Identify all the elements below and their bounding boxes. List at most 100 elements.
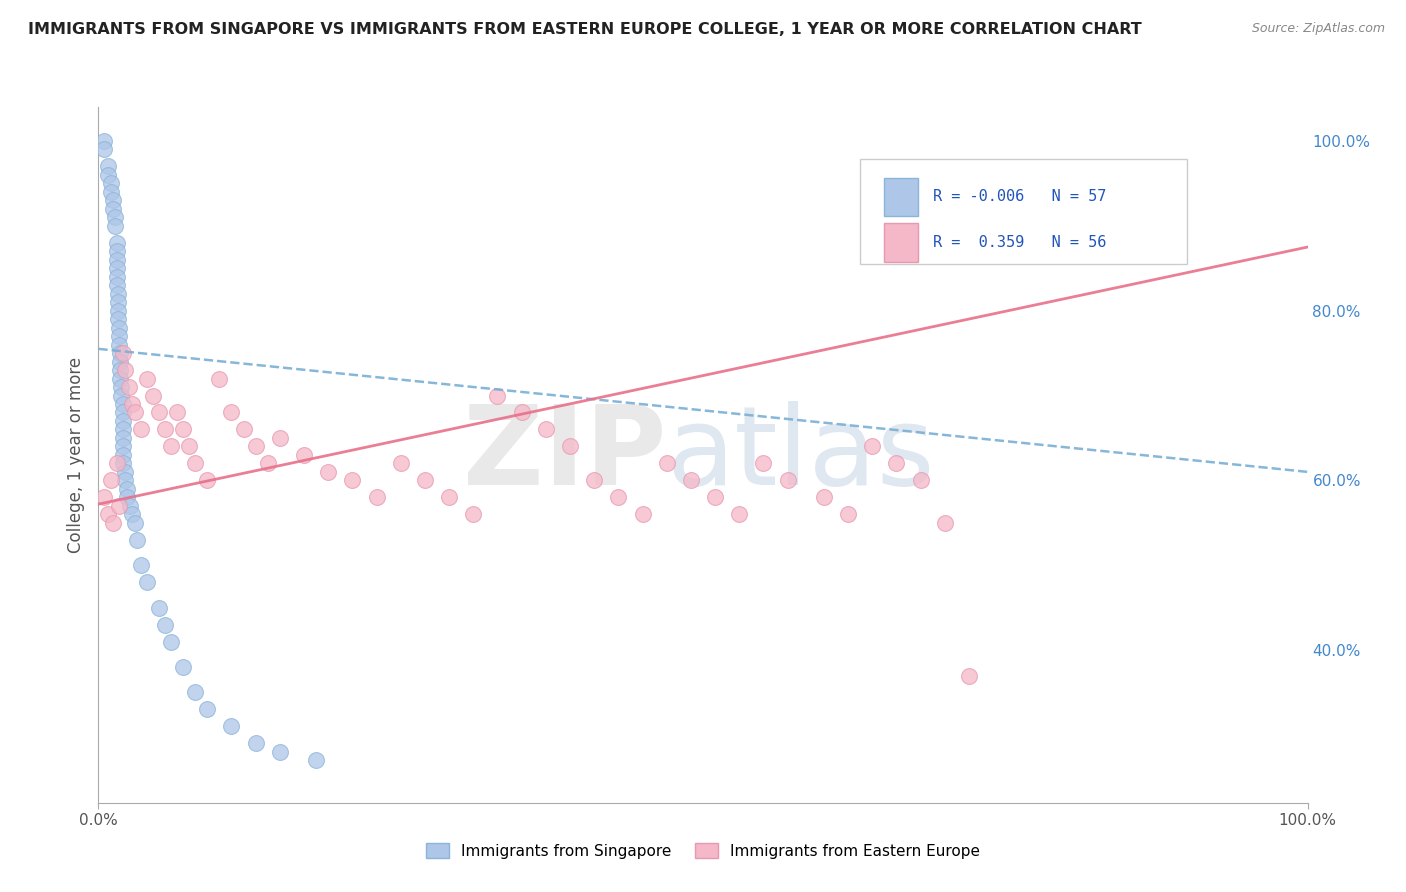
Point: [160, 634, 183, 648]
Point: [463, 508, 485, 522]
Point: [105, 261, 128, 276]
Point: [245, 736, 267, 750]
Point: [108, 371, 131, 385]
Point: [97, 160, 120, 174]
Point: [366, 491, 388, 505]
Point: [101, 194, 124, 208]
Point: [142, 388, 165, 402]
Point: [510, 405, 533, 419]
Point: [93, 143, 115, 157]
Point: [110, 388, 132, 402]
Point: [93, 134, 115, 148]
Point: [860, 439, 883, 453]
Point: [886, 457, 908, 471]
Point: [121, 508, 143, 522]
Point: [107, 286, 129, 301]
Point: [110, 380, 132, 394]
Point: [934, 516, 956, 530]
Point: [127, 533, 149, 547]
Point: [129, 558, 152, 573]
Point: [534, 422, 557, 436]
Point: [118, 380, 141, 394]
Point: [195, 702, 218, 716]
Point: [269, 431, 291, 445]
Point: [166, 405, 188, 419]
Text: atlas: atlas: [666, 401, 935, 508]
Point: [389, 457, 412, 471]
Point: [108, 363, 131, 377]
Point: [118, 499, 141, 513]
Point: [104, 219, 127, 233]
Point: [108, 320, 131, 334]
Point: [124, 405, 146, 419]
Point: [837, 508, 859, 522]
Point: [208, 371, 231, 385]
Point: [221, 719, 243, 733]
Point: [111, 439, 134, 453]
Point: [101, 202, 124, 216]
Text: IMMIGRANTS FROM SINGAPORE VS IMMIGRANTS FROM EASTERN EUROPE COLLEGE, 1 YEAR OR M: IMMIGRANTS FROM SINGAPORE VS IMMIGRANTS …: [28, 22, 1142, 37]
Point: [105, 252, 128, 267]
Point: [111, 457, 134, 471]
FancyBboxPatch shape: [884, 178, 918, 216]
Point: [105, 244, 128, 259]
Point: [153, 422, 176, 436]
Point: [583, 474, 606, 488]
Point: [752, 457, 775, 471]
Point: [129, 422, 152, 436]
Point: [114, 474, 136, 488]
Point: [114, 465, 136, 479]
Point: [655, 457, 678, 471]
Point: [105, 235, 128, 250]
Point: [100, 474, 122, 488]
Point: [486, 388, 509, 402]
Point: [108, 499, 131, 513]
Point: [153, 617, 176, 632]
Legend: Immigrants from Singapore, Immigrants from Eastern Europe: Immigrants from Singapore, Immigrants fr…: [420, 837, 986, 864]
Point: [111, 422, 134, 436]
Point: [105, 278, 128, 293]
Point: [679, 474, 702, 488]
Point: [316, 465, 339, 479]
Point: [107, 312, 129, 326]
Point: [111, 431, 134, 445]
Point: [104, 211, 127, 225]
Point: [160, 439, 183, 453]
Text: ZIP: ZIP: [464, 401, 666, 508]
Point: [117, 482, 139, 496]
Point: [184, 685, 207, 699]
Point: [100, 177, 122, 191]
Point: [957, 668, 980, 682]
Point: [135, 371, 157, 385]
Point: [184, 457, 207, 471]
FancyBboxPatch shape: [884, 223, 918, 261]
Point: [105, 269, 128, 284]
Point: [292, 448, 315, 462]
Point: [256, 457, 278, 471]
Point: [108, 354, 131, 368]
Point: [437, 491, 460, 505]
Point: [107, 295, 129, 310]
Point: [910, 474, 932, 488]
FancyBboxPatch shape: [860, 159, 1187, 264]
Point: [305, 753, 328, 767]
Point: [221, 405, 243, 419]
Text: R = -0.006   N = 57: R = -0.006 N = 57: [932, 189, 1107, 204]
Point: [111, 414, 134, 428]
Point: [776, 474, 799, 488]
Point: [101, 516, 124, 530]
Point: [114, 363, 136, 377]
Point: [232, 422, 254, 436]
Point: [631, 508, 654, 522]
Text: R =  0.359   N = 56: R = 0.359 N = 56: [932, 235, 1107, 250]
Point: [179, 439, 201, 453]
Point: [107, 303, 129, 318]
Point: [172, 422, 194, 436]
Point: [117, 491, 139, 505]
Point: [108, 346, 131, 360]
Point: [172, 660, 194, 674]
Point: [813, 491, 835, 505]
Point: [111, 405, 134, 419]
Y-axis label: College, 1 year or more: College, 1 year or more: [66, 357, 84, 553]
Point: [148, 405, 170, 419]
